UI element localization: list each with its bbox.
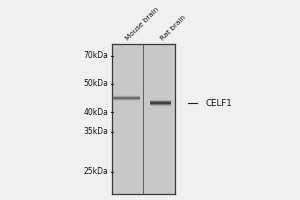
Bar — [112, 96, 140, 97]
Text: 40kDa: 40kDa — [83, 108, 108, 116]
Bar — [150, 103, 171, 104]
Text: 70kDa: 70kDa — [83, 51, 108, 60]
Bar — [150, 100, 171, 101]
Text: 35kDa: 35kDa — [83, 128, 108, 136]
Bar — [150, 103, 171, 104]
Bar — [112, 97, 140, 98]
Bar — [150, 99, 171, 100]
Bar — [150, 101, 171, 102]
Text: 50kDa: 50kDa — [83, 79, 108, 88]
Bar — [112, 94, 140, 95]
Text: CELF1: CELF1 — [206, 98, 232, 108]
Bar — [112, 101, 140, 102]
Bar — [150, 102, 171, 103]
Text: Rat brain: Rat brain — [159, 15, 187, 42]
Text: 25kDa: 25kDa — [83, 168, 108, 176]
Bar — [112, 44, 175, 194]
Bar — [150, 105, 171, 106]
Bar — [112, 98, 140, 99]
Bar — [150, 104, 171, 105]
Bar — [112, 100, 140, 101]
Bar — [150, 106, 171, 107]
Bar — [112, 99, 140, 100]
Bar — [150, 98, 171, 99]
Bar — [112, 95, 140, 96]
Bar — [150, 107, 171, 108]
Text: Mouse brain: Mouse brain — [125, 6, 160, 42]
Bar — [150, 101, 171, 102]
